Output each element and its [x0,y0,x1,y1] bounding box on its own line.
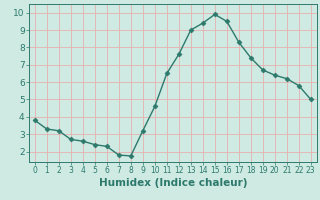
X-axis label: Humidex (Indice chaleur): Humidex (Indice chaleur) [99,178,247,188]
